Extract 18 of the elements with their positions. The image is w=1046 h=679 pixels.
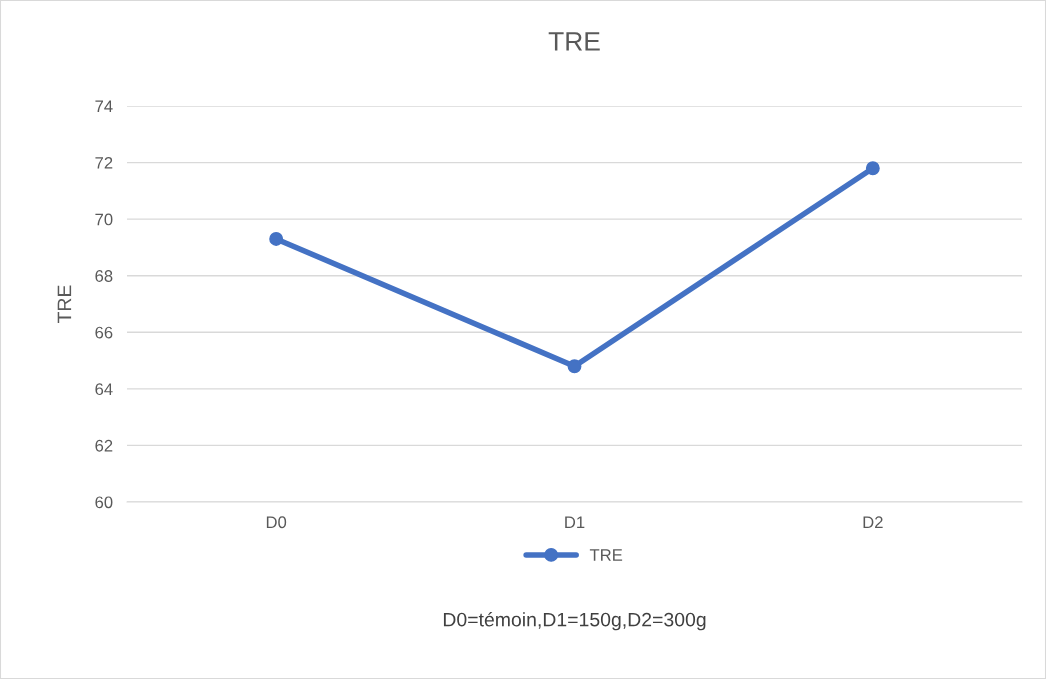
point <box>567 359 582 374</box>
y-tick-label: 64 <box>95 383 113 396</box>
x-tick-label: D2 <box>863 516 883 528</box>
x-axis-title: D0=témoin,D1=150g,D2=300g <box>443 611 706 631</box>
y-axis-title: TRE <box>57 285 72 324</box>
y-tick-label: 62 <box>95 439 113 452</box>
y-tick-label: 72 <box>95 156 113 169</box>
chart-title: TRE <box>548 32 600 51</box>
x-tick-label: D1 <box>565 516 585 528</box>
legend-label: TRE <box>589 549 623 561</box>
y-tick-label: 68 <box>95 270 113 282</box>
y-tick-label: 70 <box>95 213 113 226</box>
point <box>865 161 880 176</box>
point <box>269 231 284 246</box>
x-tick-label: D0 <box>266 516 287 529</box>
y-tick-label: 60 <box>95 496 113 509</box>
y-tick-label: 66 <box>95 326 113 339</box>
y-tick-label: 74 <box>95 100 113 113</box>
